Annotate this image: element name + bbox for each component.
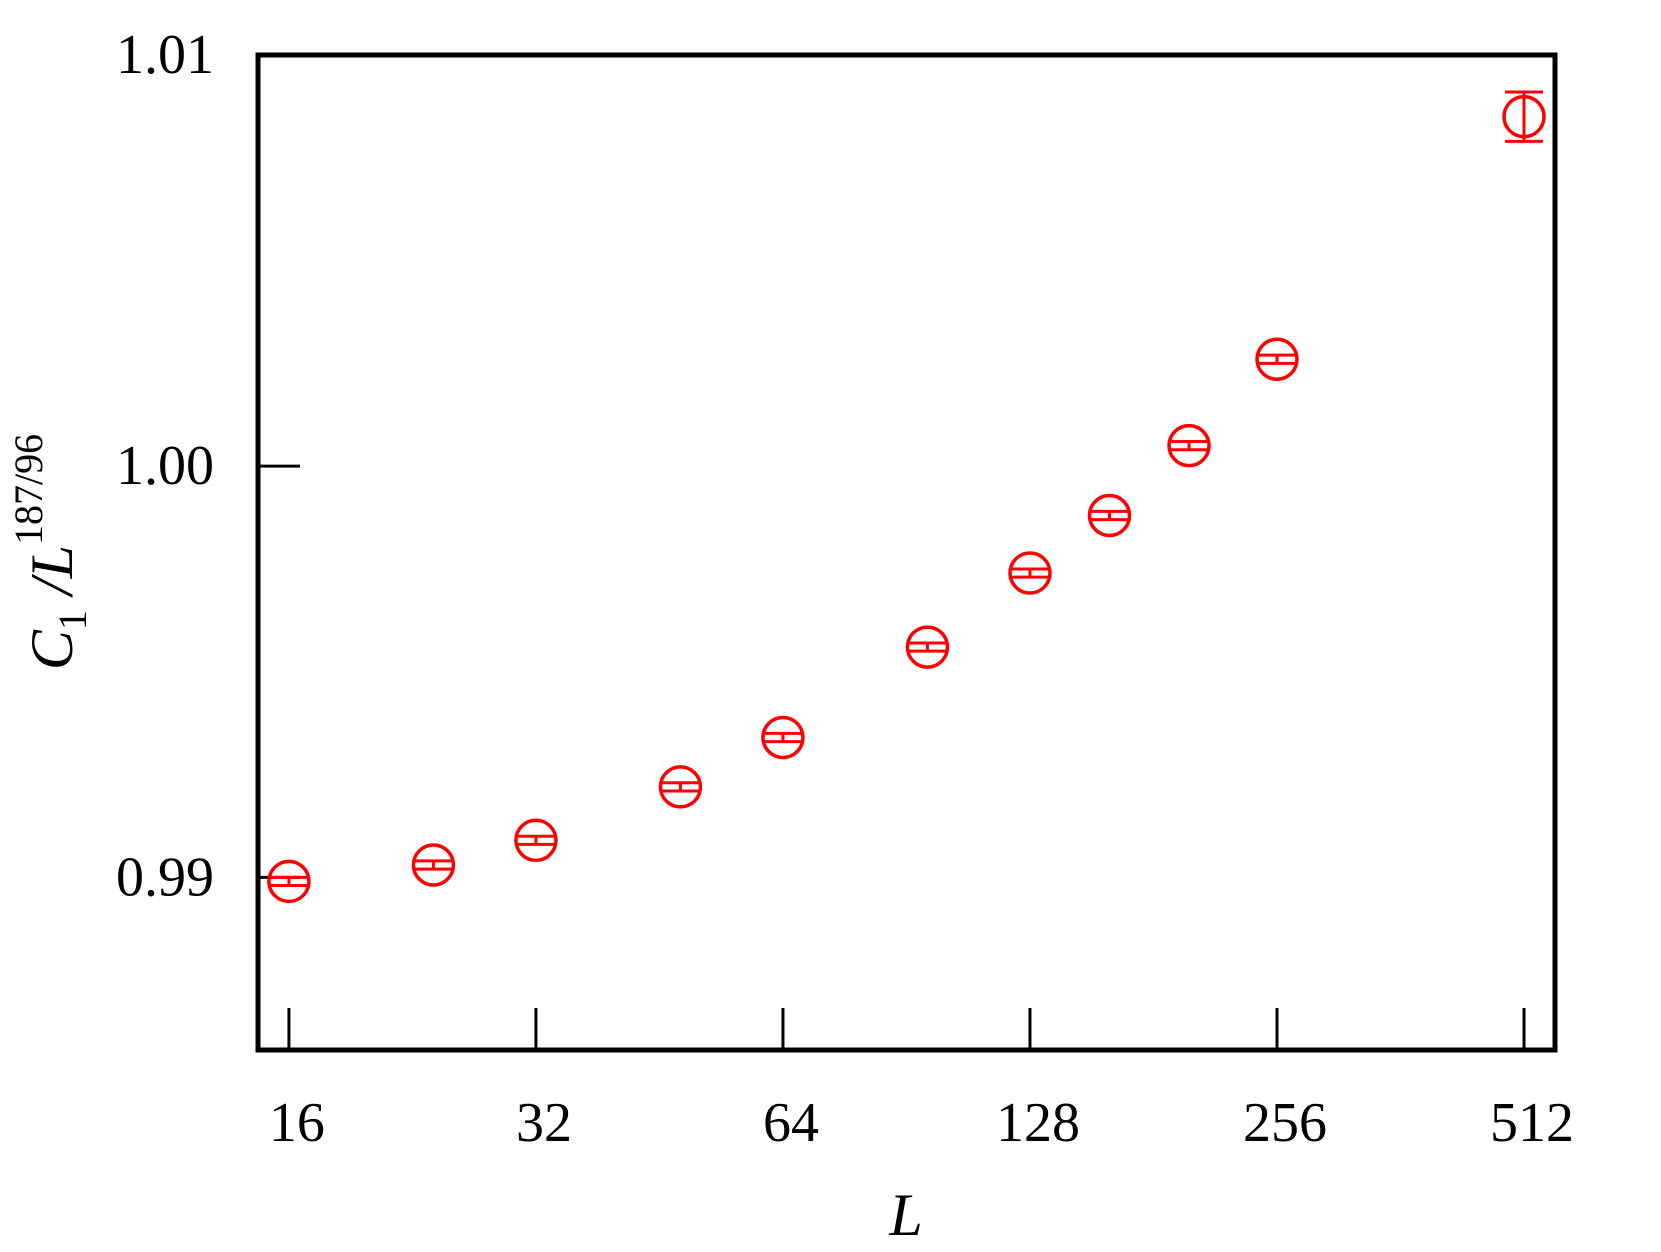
plot-frame: [255, 52, 1558, 1053]
point-marker: [1087, 493, 1132, 538]
data-point: [267, 859, 311, 904]
data-point: [658, 765, 703, 809]
y-axis-title-main: C: [19, 629, 85, 670]
y-axis-title: C1 /L187/96: [6, 434, 95, 670]
x-tick-label: 512: [1490, 1092, 1574, 1154]
y-axis-title-superscript: 187/96: [6, 434, 51, 545]
point-marker: [1008, 551, 1052, 595]
x-axis-title: L: [888, 1182, 922, 1248]
point-marker: [411, 843, 456, 887]
data-point: [1502, 90, 1546, 143]
y-tick-label: 1.01: [116, 24, 214, 86]
data-point: [1087, 493, 1132, 538]
y-tick-label: 0.99: [116, 846, 214, 908]
y-tick-label: 1.00: [116, 435, 214, 497]
data-points: [267, 90, 1546, 904]
data-point: [411, 843, 456, 887]
data-point: [905, 625, 950, 669]
y-axis-title-subscript: 1: [50, 610, 95, 630]
data-point: [1167, 423, 1211, 468]
data-point: [1008, 551, 1052, 595]
data-point: [514, 818, 558, 863]
x-tick-label: 64: [763, 1092, 819, 1154]
y-axis-title-divider: /L: [19, 545, 85, 610]
x-tick-label: 32: [516, 1092, 572, 1154]
point-marker: [514, 818, 558, 863]
data-point: [761, 715, 805, 760]
data-point: [1255, 337, 1299, 382]
x-tick-label: 128: [996, 1092, 1080, 1154]
y-axis-ticks: 0.99 1.00 1.01: [116, 24, 300, 908]
point-marker: [905, 625, 950, 669]
point-marker: [1167, 423, 1211, 468]
x-axis-ticks: 16 32 64 128 256 512: [269, 1008, 1574, 1154]
point-marker: [267, 859, 311, 904]
x-tick-label: 16: [269, 1092, 325, 1154]
point-marker: [1255, 337, 1299, 382]
point-marker: [658, 765, 703, 809]
point-marker: [761, 715, 805, 760]
x-tick-label: 256: [1243, 1092, 1327, 1154]
